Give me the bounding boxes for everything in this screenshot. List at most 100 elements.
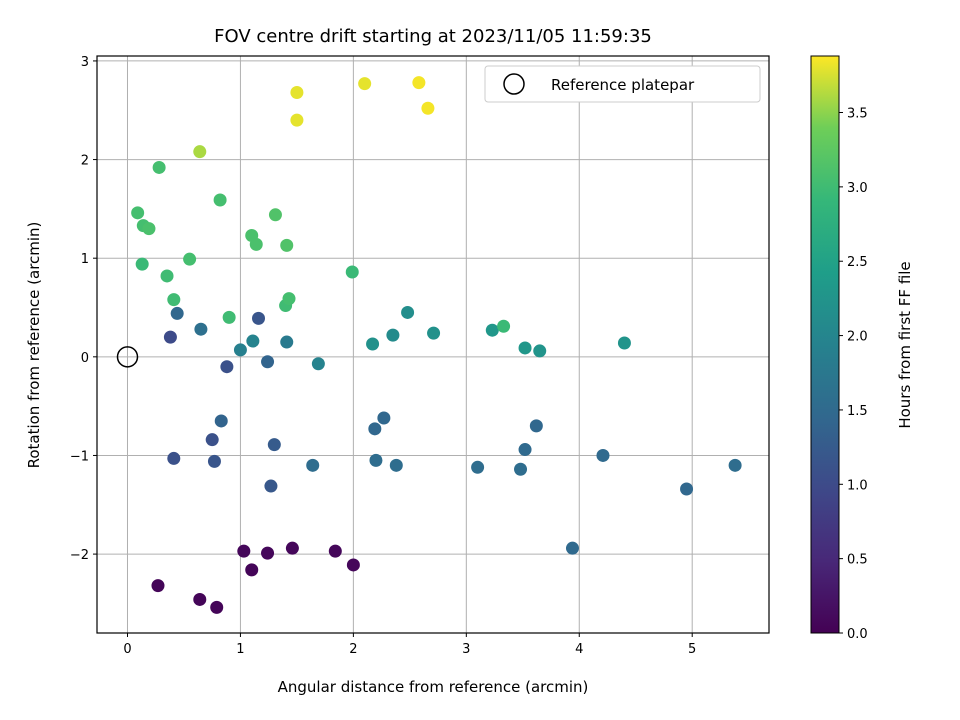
data-point — [366, 337, 380, 351]
data-point — [728, 458, 742, 472]
colorbar-tick-label: 0.0 — [847, 627, 868, 642]
colorbar-tick-label: 1.5 — [847, 404, 868, 419]
data-point — [518, 443, 532, 457]
data-point — [389, 458, 403, 472]
data-point — [369, 453, 383, 467]
x-axis-ticks: 0 1 2 3 4 5 — [123, 633, 696, 657]
data-point — [152, 160, 166, 174]
data-point — [497, 319, 511, 333]
data-point — [311, 357, 325, 371]
data-point — [252, 311, 266, 325]
y-tick-label: −1 — [70, 449, 89, 464]
data-point — [167, 451, 181, 465]
reference-platepar-marker — [116, 346, 139, 368]
data-point — [151, 579, 165, 593]
data-point — [245, 563, 259, 577]
data-point — [267, 438, 281, 452]
data-point — [194, 322, 208, 336]
data-point — [264, 479, 278, 493]
data-point — [163, 330, 177, 344]
data-point — [565, 541, 579, 555]
colorbar-gradient — [810, 55, 840, 634]
data-point — [280, 335, 294, 349]
data-point — [290, 85, 304, 99]
data-point — [261, 355, 275, 369]
data-point — [249, 237, 263, 251]
colorbar-label: Hours from first FF file — [896, 261, 914, 428]
legend: Reference platepar — [484, 65, 761, 103]
data-point — [680, 482, 694, 496]
data-point — [170, 306, 184, 320]
colorbar-ticks: 0.0 0.5 1.0 1.5 2.0 2.5 3.0 3.5 — [839, 107, 868, 642]
y-tick-label: 0 — [81, 351, 89, 366]
data-point — [222, 310, 236, 324]
colorbar-tick-label: 1.0 — [847, 478, 868, 493]
data-point — [345, 265, 359, 279]
data-point — [421, 101, 435, 115]
chart-title: FOV centre drift starting at 2023/11/05 … — [214, 26, 652, 47]
data-point — [485, 323, 499, 337]
data-point — [533, 344, 547, 358]
x-tick-label: 5 — [688, 642, 696, 657]
data-point — [386, 328, 400, 342]
colorbar-tick-label: 2.5 — [847, 255, 868, 270]
data-point — [280, 238, 294, 252]
grid — [97, 56, 769, 633]
data-point — [358, 77, 372, 91]
legend-label-reference: Reference platepar — [551, 76, 695, 94]
colorbar: 0.0 0.5 1.0 1.5 2.0 2.5 3.0 3.5 Hours from firs… — [810, 55, 914, 642]
data-point — [617, 336, 631, 350]
data-point — [268, 208, 282, 222]
data-point — [471, 460, 485, 474]
data-points — [116, 76, 742, 614]
data-point — [412, 76, 426, 90]
data-point — [290, 113, 304, 127]
y-axis-label: Rotation from reference (arcmin) — [25, 222, 43, 469]
data-point — [427, 326, 441, 340]
colorbar-tick-label: 3.5 — [847, 107, 868, 122]
plot-frame — [96, 55, 770, 634]
data-point — [193, 145, 207, 159]
data-point — [377, 411, 391, 425]
data-point — [142, 222, 156, 236]
data-point — [207, 454, 221, 468]
x-tick-label: 4 — [575, 642, 583, 657]
legend-marker-reference — [503, 73, 525, 95]
y-tick-label: 3 — [81, 55, 89, 70]
data-point — [328, 544, 342, 558]
y-tick-label: −2 — [70, 548, 89, 563]
data-point — [346, 558, 360, 572]
data-point — [514, 462, 528, 476]
legend-box — [484, 65, 761, 103]
data-point — [285, 541, 299, 555]
data-point — [237, 544, 251, 558]
data-point — [261, 546, 275, 560]
data-point — [246, 334, 260, 348]
data-point — [183, 252, 197, 266]
data-point — [529, 419, 543, 433]
data-point — [368, 422, 382, 436]
data-point — [214, 414, 228, 428]
data-point — [160, 269, 174, 283]
data-point — [220, 360, 234, 374]
data-point — [210, 600, 224, 614]
data-point — [131, 206, 145, 220]
x-tick-label: 3 — [462, 642, 470, 657]
x-tick-label: 2 — [349, 642, 357, 657]
data-point — [135, 257, 149, 271]
data-point — [282, 292, 296, 306]
data-point — [401, 305, 415, 319]
data-point — [306, 458, 320, 472]
data-point — [596, 448, 610, 462]
colorbar-tick-label: 3.0 — [847, 181, 868, 196]
data-point — [167, 293, 181, 307]
data-point — [213, 193, 227, 207]
data-point — [205, 433, 219, 447]
colorbar-tick-label: 2.0 — [847, 330, 868, 345]
x-tick-label: 1 — [236, 642, 244, 657]
colorbar-tick-label: 0.5 — [847, 553, 868, 568]
data-point — [193, 592, 207, 606]
data-point — [233, 343, 247, 357]
x-tick-label: 0 — [123, 642, 131, 657]
